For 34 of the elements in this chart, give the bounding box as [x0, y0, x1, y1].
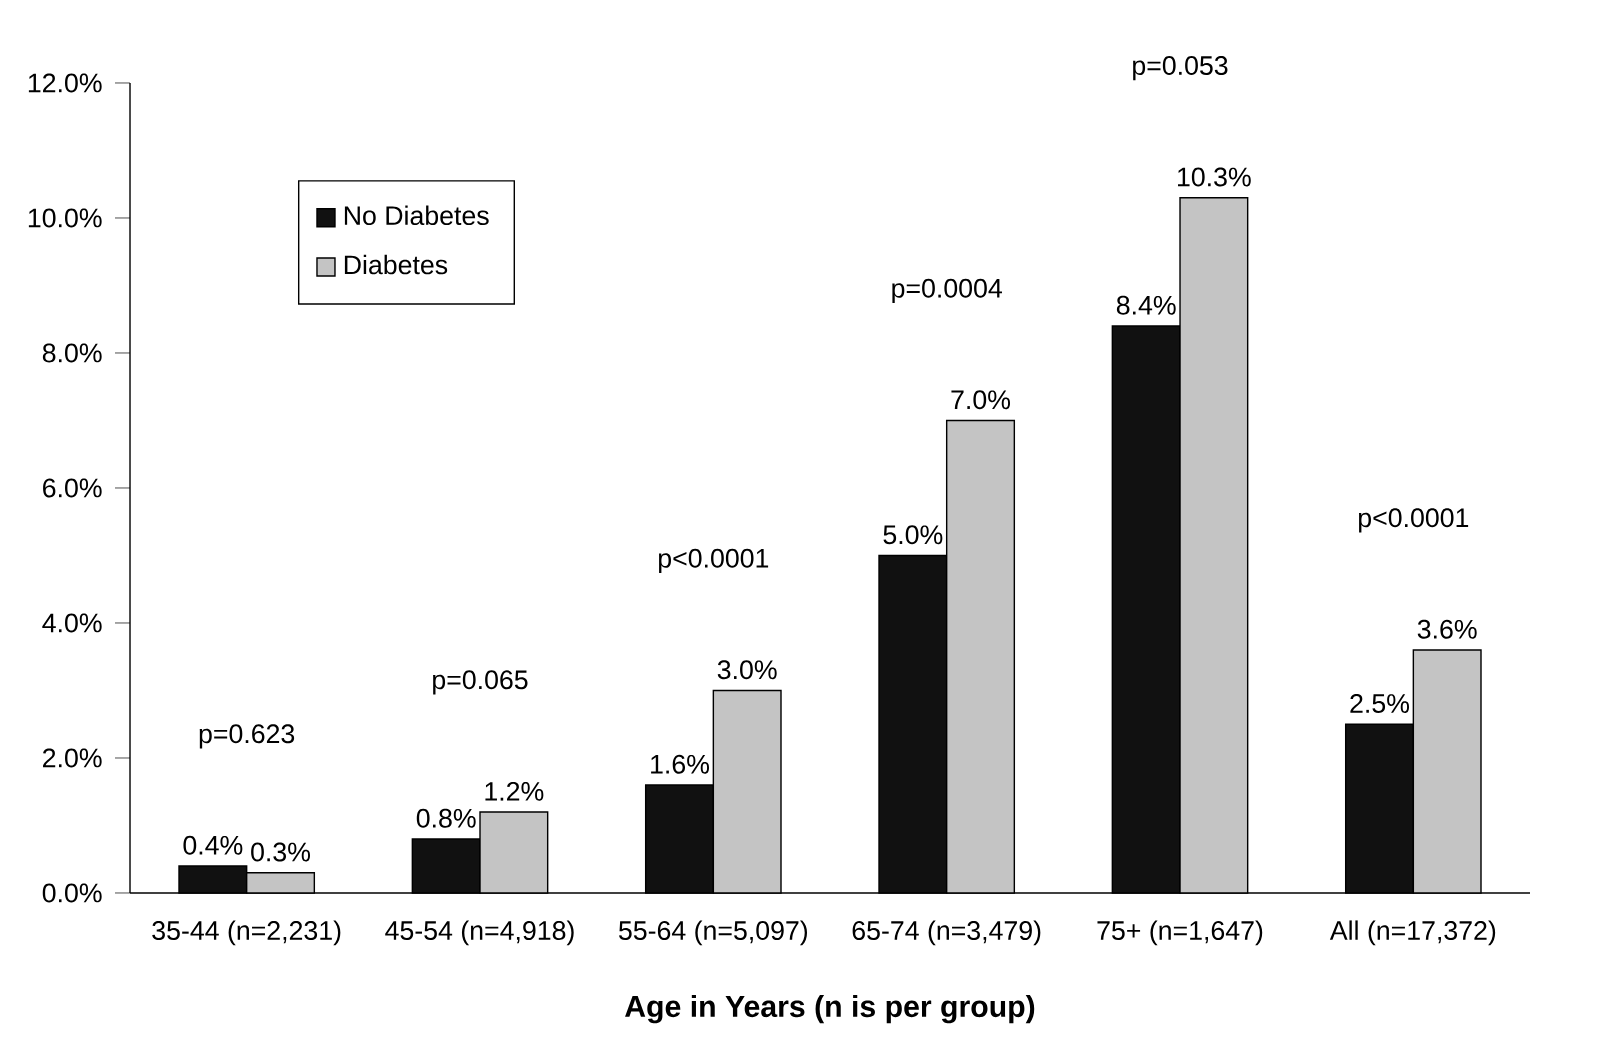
annotation: p=0.623 [199, 724, 295, 749]
data-label: 1.6% [651, 754, 710, 774]
annotation: p<0.0001 [658, 548, 769, 574]
text: p=0.053 [1133, 56, 1228, 81]
x-tick-label: All (n=17,372) [1329, 920, 1496, 946]
data-label: 8.4% [1116, 295, 1176, 315]
y-tick-label: 8.0% [42, 343, 102, 363]
x-tick-label: 35-44 (n=2,231) [152, 920, 341, 946]
y-tick-label: 4.0% [42, 613, 102, 633]
data-label: 0.8% [416, 808, 476, 828]
x-tick-label: 55-64 (n=5,097) [618, 920, 808, 946]
y-tick-label: 12.0% [28, 73, 102, 93]
data-label: 1.2% [485, 781, 544, 801]
annotation: p<0.0001 [1358, 508, 1469, 533]
legend-label: Diabetes [344, 254, 448, 275]
data-label: 2.5% [1350, 694, 1410, 713]
x-tick-label: 65-74 (n=3,479) [852, 920, 1041, 946]
y-tick-label: 2.0% [43, 748, 102, 768]
x-tick-label: 45-54 (n=4,918) [385, 920, 574, 946]
data-label: 7.0% [951, 390, 1011, 410]
y-tick-label: 10.0% [28, 208, 102, 228]
data-label: 3.0% [717, 660, 777, 680]
x-axis-title: Age in Years (n is per group) [625, 994, 1035, 1024]
data-label: 10.3% [1178, 167, 1251, 187]
data-label: 0.3% [251, 842, 311, 862]
legend-label: No Diabetes [344, 205, 489, 226]
y-tick-label: 0.0% [42, 883, 102, 903]
x-tick-label: 75+ (n=1,647) [1097, 920, 1263, 946]
data-label: 3.6% [1417, 619, 1477, 639]
data-label: 5.0% [883, 525, 943, 545]
annotation: p=0.065 [433, 670, 528, 695]
y-tick-label: 6.0% [43, 478, 102, 498]
data-label: 0.4% [183, 835, 243, 855]
annotation: p=0.0004 [892, 278, 1002, 304]
